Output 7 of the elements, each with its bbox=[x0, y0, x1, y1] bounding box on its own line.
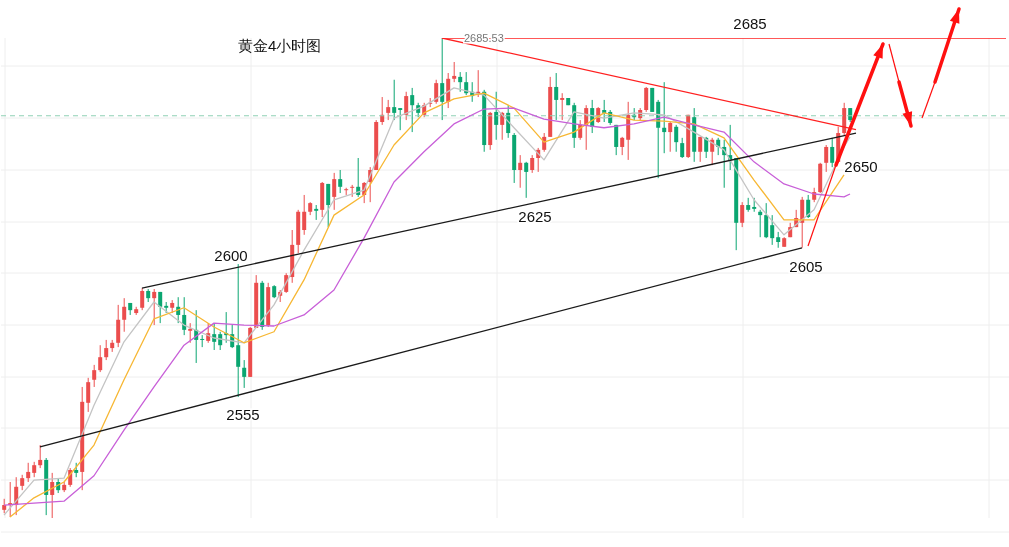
annotation: 2600 bbox=[214, 247, 248, 264]
annotation: 2650 bbox=[844, 158, 878, 175]
annotation: 2605 bbox=[789, 258, 823, 275]
text: 2685 bbox=[733, 15, 767, 32]
annotation: 2555 bbox=[226, 406, 260, 423]
annotation: 2625 bbox=[518, 208, 552, 225]
chart-title: 黄金4小时图 bbox=[238, 37, 322, 54]
